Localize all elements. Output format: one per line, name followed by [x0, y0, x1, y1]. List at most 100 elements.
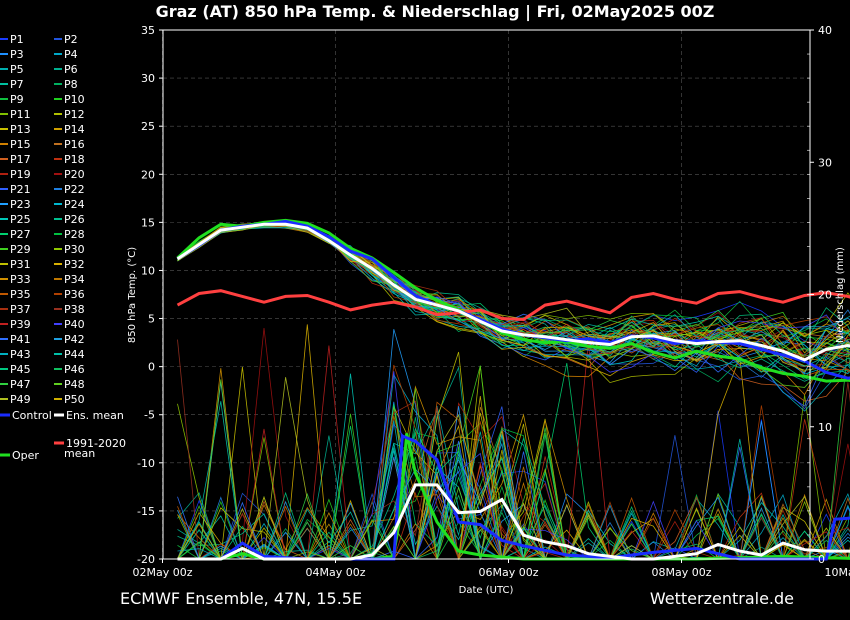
legend-label-P40: P40 — [64, 318, 85, 331]
legend-label-P34: P34 — [64, 273, 85, 286]
legend-label-P37: P37 — [10, 303, 31, 316]
temp-line-P45 — [177, 224, 850, 351]
legend-label-climate-mean: 1991-2020 — [66, 437, 126, 450]
temp-line-P49 — [177, 224, 850, 371]
y-tick-label: 30 — [141, 72, 155, 85]
legend-label-P28: P28 — [64, 228, 85, 241]
legend-label-P2: P2 — [64, 33, 78, 46]
legend-label-P49: P49 — [10, 393, 31, 406]
legend-label-P4: P4 — [64, 48, 78, 61]
y2-tick-label: 10 — [818, 421, 832, 434]
legend-label-P46: P46 — [64, 363, 85, 376]
x-axis-label: Date (UTC) — [459, 585, 514, 596]
x-tick-label: 02May 00z — [132, 566, 192, 579]
legend-label-P1: P1 — [10, 33, 24, 46]
legend-label-P33: P33 — [10, 273, 31, 286]
legend-label-P8: P8 — [64, 78, 78, 91]
temp-line-control — [176, 219, 850, 380]
temp-line-P36 — [177, 223, 850, 355]
legend-label-P6: P6 — [64, 63, 78, 76]
x-tick-label: 04May 00z — [305, 566, 365, 579]
y2-axis-ticks: 40 30 20 10 0 — [810, 24, 832, 566]
x-tick-label: 10May 00z — [824, 566, 850, 579]
legend-label-P18: P18 — [64, 153, 85, 166]
legend-label-P41: P41 — [10, 333, 31, 346]
footer-source: ECMWF Ensemble, 47N, 15.5E — [120, 589, 362, 608]
legend-label-P20: P20 — [64, 168, 85, 181]
legend-label-P35: P35 — [10, 288, 31, 301]
y-tick-label: 0 — [148, 361, 155, 374]
legend-label-P25: P25 — [10, 213, 31, 226]
legend-label-P22: P22 — [64, 183, 85, 196]
temp-line-1991-2020-mean — [176, 289, 850, 322]
y-tick-label: 35 — [141, 24, 155, 37]
legend-label-P39: P39 — [10, 318, 31, 331]
legend-label-P16: P16 — [64, 138, 85, 151]
legend-label-P21: P21 — [10, 183, 31, 196]
temp-line-P24 — [177, 227, 850, 375]
legend-label-P15: P15 — [10, 138, 31, 151]
legend-label-P43: P43 — [10, 348, 31, 361]
y-tick-label: 20 — [141, 168, 155, 181]
precip-line-P38 — [177, 339, 850, 560]
y2-axis-label: Niederschlag (mm) — [835, 247, 846, 343]
legend-label-oper: Oper — [12, 449, 39, 462]
legend-label-P31: P31 — [10, 258, 31, 271]
legend-label-P27: P27 — [10, 228, 31, 241]
legend-label-ens-mean: Ens. mean — [66, 409, 124, 422]
legend-label-P5: P5 — [10, 63, 24, 76]
x-tick-label: 06May 00z — [478, 566, 538, 579]
legend-label-P47: P47 — [10, 378, 31, 391]
legend-label-P13: P13 — [10, 123, 31, 136]
temp-line-P43 — [177, 223, 850, 412]
y-tick-label: 25 — [141, 120, 155, 133]
legend-label-P11: P11 — [10, 108, 31, 121]
legend-label-P36: P36 — [64, 288, 85, 301]
y-tick-label: -10 — [137, 457, 155, 470]
legend-label-P10: P10 — [64, 93, 85, 106]
chart-title: Graz (AT) 850 hPa Temp. & Niederschlag |… — [156, 2, 715, 22]
legend-label-P44: P44 — [64, 348, 85, 361]
y2-tick-label: 40 — [818, 24, 832, 37]
temp-line-P42 — [177, 222, 850, 356]
y-tick-label: 15 — [141, 216, 155, 229]
y-tick-label: 5 — [148, 313, 155, 326]
legend-label-P32: P32 — [64, 258, 85, 271]
legend-label-P3: P3 — [10, 48, 24, 61]
y-tick-label: -15 — [137, 505, 155, 518]
temp-line-P15 — [177, 225, 850, 396]
y-axis-label: 850 hPa Temp. (°C) — [127, 247, 138, 343]
legend-label-P48: P48 — [64, 378, 85, 391]
y2-tick-label: 20 — [818, 289, 832, 302]
legend-label-P38: P38 — [64, 303, 85, 316]
legend-label-P19: P19 — [10, 168, 31, 181]
y-tick-label: -20 — [137, 553, 155, 566]
footer-site: Wetterzentrale.de — [650, 589, 794, 608]
legend-label-P9: P9 — [10, 93, 24, 106]
legend-label-P14: P14 — [64, 123, 85, 136]
legend: P1 P2 P3 P4 P5 P6 P7 P8 P9 P10 P11 P12 P13 P14 P15 P16 P… — [0, 33, 126, 462]
temp-line-P41 — [177, 223, 850, 373]
legend-label-P17: P17 — [10, 153, 31, 166]
legend-label-P26: P26 — [64, 213, 85, 226]
x-axis-ticks: 02May 00z 04May 00z 06May 00z 08May 00z 10Ma… — [132, 559, 850, 579]
legend-label-P23: P23 — [10, 198, 31, 211]
precip-line-P23 — [177, 329, 850, 561]
legend-label-P29: P29 — [10, 243, 31, 256]
temp-line-ens-mean — [176, 222, 850, 362]
legend-label-P30: P30 — [64, 243, 85, 256]
legend-label-P50: P50 — [64, 393, 85, 406]
legend-label-P24: P24 — [64, 198, 85, 211]
y2-tick-label: 30 — [818, 156, 832, 169]
y-tick-label: 10 — [141, 264, 155, 277]
legend-label-P7: P7 — [10, 78, 24, 91]
y2-tick-label: 0 — [818, 553, 825, 566]
legend-label-P45: P45 — [10, 363, 31, 376]
y-axis-ticks: 35 30 25 20 15 10 5 0 -5 -10 -15 -20 — [137, 24, 810, 566]
y-tick-label: -5 — [144, 409, 155, 422]
legend-label-P42: P42 — [64, 333, 85, 346]
legend-label-control: Control — [12, 409, 52, 422]
legend-label-P12: P12 — [64, 108, 85, 121]
precip-line-P21 — [177, 406, 850, 560]
